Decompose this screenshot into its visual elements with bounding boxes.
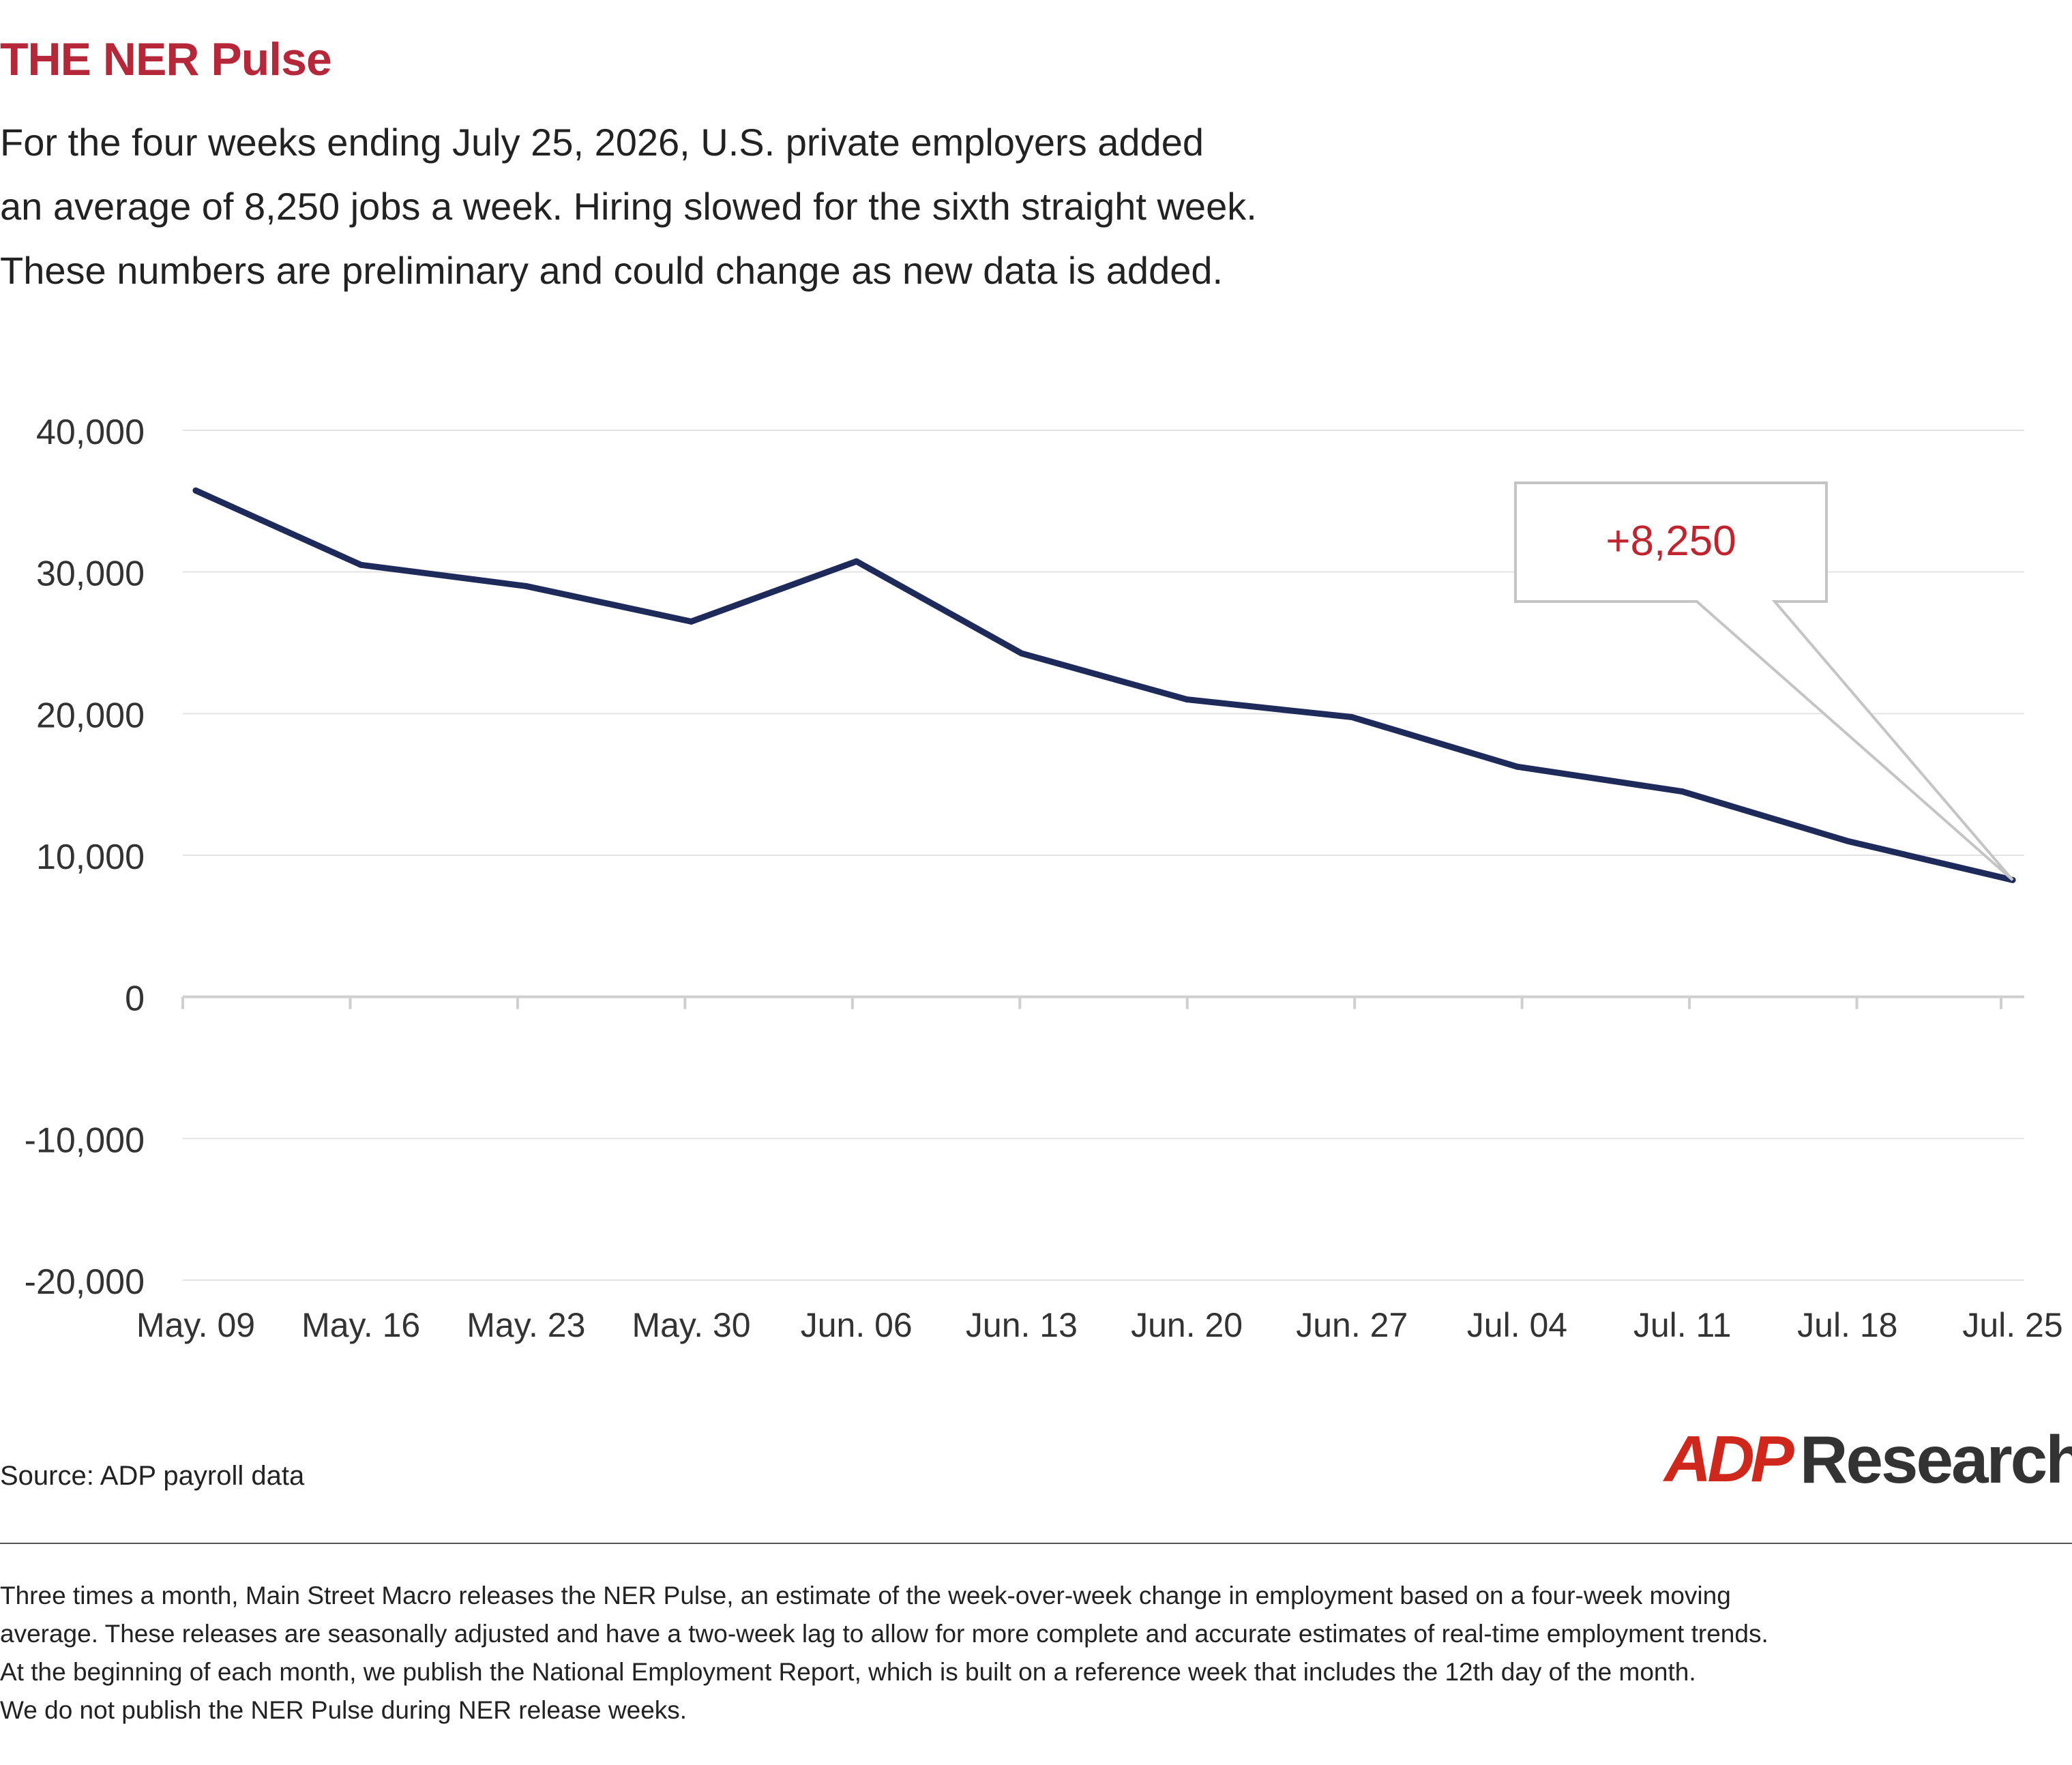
y-tick-label: 20,000 [36,696,145,735]
x-tick-label: May. 09 [136,1306,255,1344]
footnote-line: At the beginning of each month, we publi… [0,1658,1696,1686]
data-point [357,561,364,568]
data-point [1844,837,1851,844]
footnote-line: average. These releases are seasonally a… [0,1620,1768,1648]
data-point [688,618,695,625]
data-point [1348,714,1355,721]
x-tick-label: Jul. 18 [1797,1306,1897,1344]
source-note: Source: ADP payroll data [0,1461,305,1491]
data-point [522,582,529,589]
adp-logo-mark: ADP [1664,1423,1794,1496]
data-point [192,487,199,494]
x-axis [181,995,2024,1009]
x-axis-tick-labels: May. 09 May. 16 May. 23 May. 30 Jun. 06 Jun. … [136,1306,2063,1344]
x-tick-label: Jul. 25 [1962,1306,2062,1344]
data-point [1018,650,1025,657]
footnote-line: Three times a month, Main Street Macro r… [0,1582,1731,1610]
annotation-box [1514,481,2014,881]
data-point [1679,788,1686,795]
subtitle-line: an average of 8,250 jobs a week. Hiring … [0,185,1257,228]
y-tick-label: 40,000 [36,413,145,452]
x-tick-label: May. 16 [301,1306,420,1344]
adp-research-logo: ADP Research [1664,1422,2072,1497]
footnote: Three times a month, Main Street Macro r… [0,1577,2067,1730]
x-tick-label: May. 30 [632,1306,750,1344]
y-axis-tick-labels: 40,000 30,000 20,000 10,000 0 -10,000 -20,000 [25,413,145,1302]
y-tick-label: 0 [125,979,145,1019]
x-tick-label: Jul. 11 [1633,1306,1732,1344]
y-tick-label: 10,000 [36,837,145,877]
chart-title: THE NER Pulse [0,33,332,85]
annotation-callout: +8,250 [1514,481,2014,881]
subtitle-line: For the four weeks ending July 25, 2026,… [0,121,1204,164]
y-tick-label: 30,000 [36,554,145,594]
subtitle-line: These numbers are preliminary and could … [0,249,1224,292]
annotation-label: +8,250 [1605,518,1736,565]
data-point [853,558,860,565]
y-tick-label: -10,000 [25,1121,145,1160]
x-tick-label: May. 23 [467,1306,585,1344]
x-tick-label: Jul. 04 [1467,1306,1567,1344]
chart-subtitle: For the four weeks ending July 25, 2026,… [0,110,1432,303]
data-point [1513,763,1520,770]
y-tick-label: -20,000 [25,1262,145,1302]
x-tick-label: Jun. 06 [801,1306,913,1344]
line-chart: 40,00030,00020,00010,0000-10,000-20,000 … [25,413,2063,1344]
data-point [1183,696,1190,703]
x-tick-label: Jun. 20 [1131,1306,1243,1344]
footer-divider [0,1543,2072,1544]
grid-lines [183,430,2024,1281]
x-tick-label: Jun. 27 [1296,1306,1408,1344]
footnote-line: We do not publish the NER Pulse during N… [0,1696,687,1724]
series-line [192,487,2016,883]
x-tick-label: Jun. 13 [966,1306,1078,1344]
logo-research-text: Research [1799,1422,2072,1497]
